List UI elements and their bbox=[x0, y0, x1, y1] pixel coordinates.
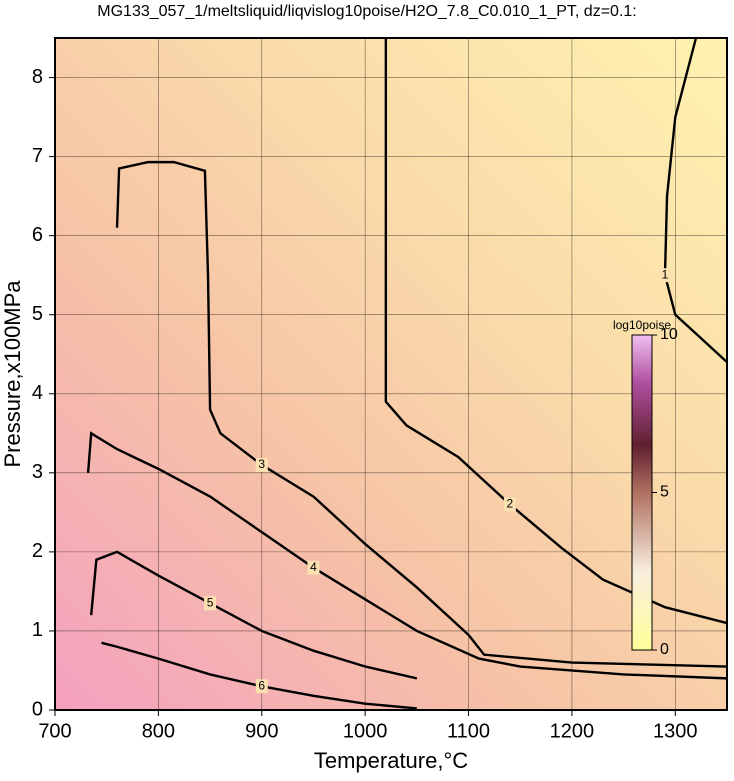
y-tick-label: 5 bbox=[32, 303, 43, 325]
contour-label-bg bbox=[255, 457, 268, 472]
contour-label-bg bbox=[658, 268, 671, 283]
contour-label: 5 bbox=[207, 595, 214, 609]
y-tick-label: 6 bbox=[32, 224, 43, 246]
x-tick-label: 1200 bbox=[550, 720, 595, 742]
colorbar-tick-label: 5 bbox=[660, 484, 669, 501]
y-tick-label: 4 bbox=[32, 382, 43, 404]
colorbar-tick-label: 0 bbox=[660, 641, 669, 658]
contour-label-bg bbox=[307, 560, 320, 575]
colorbar-tick-label: 10 bbox=[660, 326, 678, 343]
colorbar-title: log10poise bbox=[613, 318, 671, 332]
chart-title: MG133_057_1/meltsliquid/liqvislog10poise… bbox=[97, 3, 636, 20]
colorbar bbox=[631, 334, 653, 651]
contour-label-bg bbox=[204, 596, 217, 611]
y-axis-label: Pressure,x100MPa bbox=[0, 280, 25, 468]
x-tick-label: 1100 bbox=[447, 720, 490, 742]
contour-line bbox=[115, 160, 728, 668]
contour-label: 4 bbox=[310, 560, 317, 574]
x-tick-label: 1000 bbox=[343, 720, 388, 742]
x-tick-label: 800 bbox=[142, 720, 175, 742]
plot-area: 1 2 3 4 5 6 bbox=[54, 37, 728, 711]
x-tick-label: 900 bbox=[245, 720, 278, 742]
contour-label: 2 bbox=[507, 497, 514, 511]
x-tick-label: 1300 bbox=[653, 720, 698, 742]
contour-label: 3 bbox=[258, 457, 265, 471]
plot-background bbox=[55, 38, 727, 710]
y-tick-label: 8 bbox=[32, 66, 43, 88]
contour-label: 1 bbox=[662, 267, 669, 281]
plot-frame bbox=[54, 37, 728, 711]
y-tick-label: 2 bbox=[32, 540, 43, 562]
contour-line bbox=[101, 641, 417, 710]
y-tick-label: 1 bbox=[32, 619, 43, 641]
y-tick-label: 7 bbox=[32, 145, 43, 167]
y-tick-label: 0 bbox=[32, 698, 43, 720]
contour-label: 6 bbox=[258, 678, 265, 692]
contour-label-bg bbox=[255, 679, 268, 694]
contour-label-bg bbox=[503, 497, 516, 512]
y-tick-label: 3 bbox=[32, 461, 43, 483]
x-axis-label: Temperature,°C bbox=[314, 748, 468, 773]
x-tick-label: 700 bbox=[38, 720, 71, 742]
